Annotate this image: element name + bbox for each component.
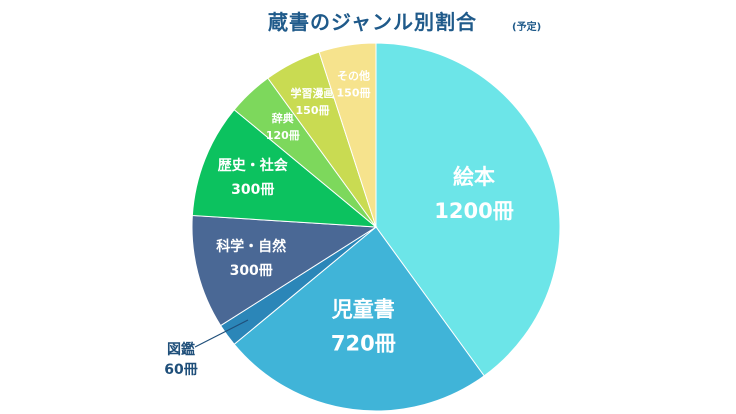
slice-value-label: 150冊 [296, 104, 330, 117]
leader-line [194, 319, 249, 348]
slice-value-label: 300冊 [231, 182, 274, 198]
slice-value-label: 60冊 [164, 362, 197, 378]
chart-subtitle: (予定) [512, 22, 542, 33]
slice-label: 科学・自然 [216, 238, 286, 255]
slice-label: 辞典 [272, 111, 294, 125]
chart-title: 蔵書のジャンル別割合 [268, 10, 477, 34]
pie-slice [375, 42, 561, 377]
slice-label: 学習漫画 [291, 86, 335, 100]
slice-label: 歴史・社会 [218, 157, 289, 174]
slice-value-label: 720冊 [331, 331, 396, 355]
slice-label: 図鑑 [167, 341, 195, 358]
slice-label: 絵本 [453, 165, 495, 189]
pie-slice [318, 42, 377, 228]
pie-slice [191, 109, 378, 228]
pie-slice [191, 214, 378, 327]
slice-value-label: 150冊 [337, 87, 371, 100]
slice-value-label: 1200冊 [434, 199, 513, 223]
pie-slice [233, 226, 485, 412]
slice-value-label: 120冊 [266, 129, 300, 142]
slice-value-label: 300冊 [230, 263, 273, 279]
slice-label: その他 [337, 69, 370, 83]
slice-label: 児童書 [331, 297, 395, 321]
